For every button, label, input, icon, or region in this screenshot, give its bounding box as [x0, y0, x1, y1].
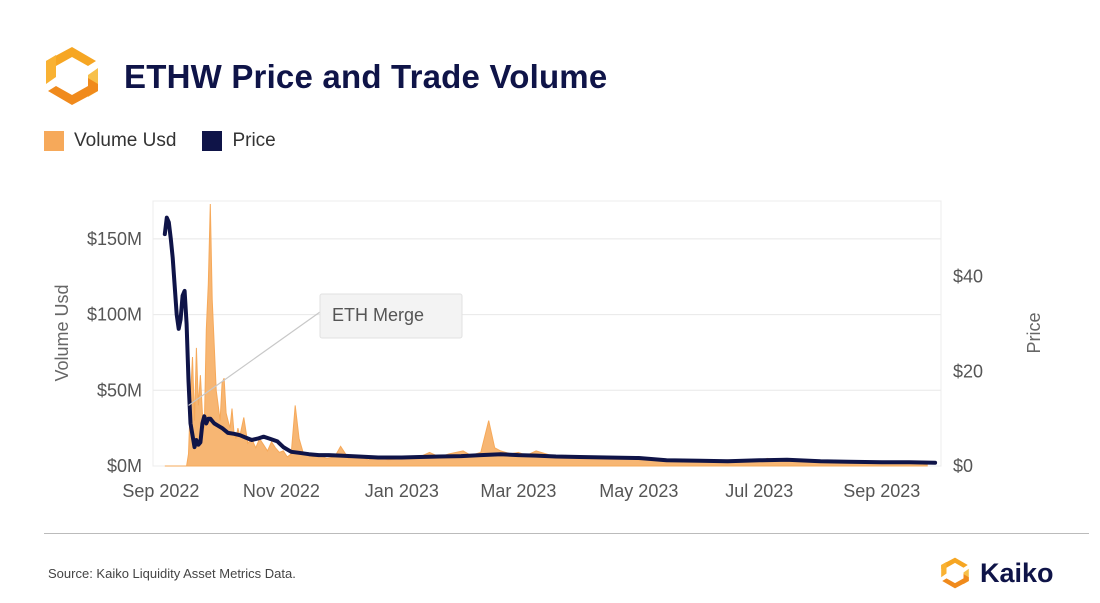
right-axis-title: Price: [1024, 312, 1044, 353]
legend-item-volume[interactable]: Volume Usd: [44, 130, 176, 152]
x-tick-label: Nov 2022: [243, 481, 320, 501]
legend-item-price[interactable]: Price: [202, 130, 276, 152]
x-tick-label: Jul 2023: [725, 481, 793, 501]
price-line-series: [162, 215, 938, 465]
legend-label-price: Price: [232, 130, 276, 151]
left-axis-title: Volume Usd: [52, 284, 72, 381]
x-tick-label: Jan 2023: [365, 481, 439, 501]
annotation-connector-line: [188, 311, 321, 406]
legend-label-volume: Volume Usd: [74, 130, 177, 151]
kaiko-logo-icon: [46, 47, 98, 105]
x-tick-label: Sep 2022: [122, 481, 199, 501]
footer-brand: Kaiko: [938, 556, 1054, 590]
x-tick-label: Sep 2023: [843, 481, 920, 501]
legend-swatch-volume: [44, 131, 64, 151]
plot-area-border: [152, 200, 942, 467]
x-axis-ticks: Sep 2022 Nov 2022 Jan 2023 Mar 2023 May 2023…: [122, 481, 920, 501]
footer-divider: [44, 533, 1089, 534]
right-tick-label: $20: [953, 361, 983, 381]
eth-merge-annotation: ETH Merge: [188, 293, 463, 406]
brand-name: Kaiko: [980, 557, 1054, 588]
right-tick-label: $40: [953, 267, 983, 287]
volume-area-series: [164, 203, 928, 467]
legend-swatch-price: [202, 131, 223, 151]
chart-gridlines: [153, 238, 941, 467]
left-tick-label: $100M: [87, 305, 142, 325]
page-title: ETHW Price and Trade Volume: [124, 58, 608, 95]
chart-legend: Volume Usd Price: [44, 130, 302, 152]
source-note: Source: Kaiko Liquidity Asset Metrics Da…: [48, 566, 296, 581]
annotation-box: [319, 293, 463, 339]
x-tick-label: May 2023: [599, 481, 678, 501]
right-tick-label: $0: [953, 456, 973, 476]
annotation-label: ETH Merge: [332, 305, 424, 325]
kaiko-brand-icon: [941, 557, 969, 589]
right-axis-ticks: $0 $20 $40: [953, 267, 983, 476]
left-tick-label: $150M: [87, 229, 142, 249]
x-tick-label: Mar 2023: [480, 481, 556, 501]
left-tick-label: $0M: [107, 456, 142, 476]
left-tick-label: $50M: [97, 380, 142, 400]
left-axis-ticks: $0M $50M $100M $150M: [87, 229, 142, 476]
